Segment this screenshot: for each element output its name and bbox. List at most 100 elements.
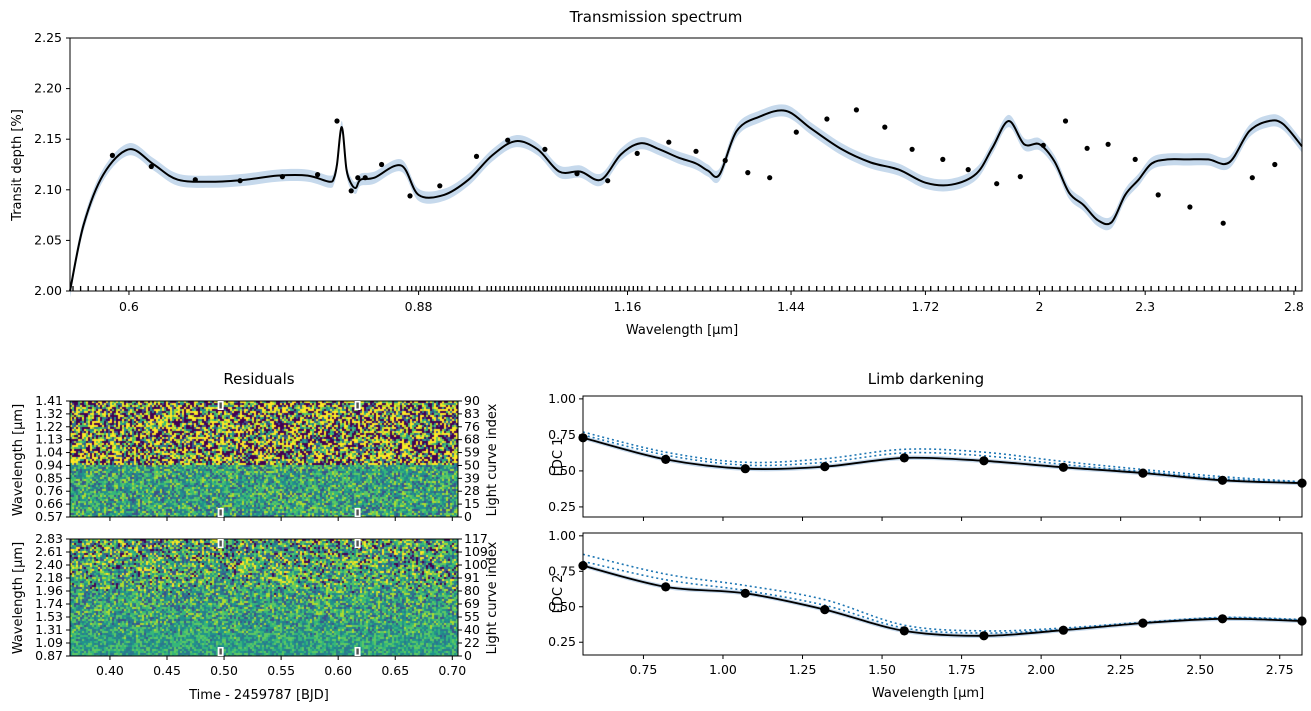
data-point <box>634 150 640 156</box>
ldc-x-tick-label: 1.50 <box>868 662 896 677</box>
data-point <box>853 107 860 113</box>
ldc-point <box>661 582 671 592</box>
data-point <box>1132 156 1138 162</box>
residuals-y-tick-label: 0.87 <box>35 648 63 663</box>
data-point <box>666 139 672 145</box>
data-point <box>315 172 321 178</box>
ldc-point <box>1217 614 1228 624</box>
transit-marker-core <box>356 509 359 516</box>
uncertainty-band-area <box>70 104 1302 298</box>
residuals-right-tick-label: 76 <box>464 419 480 434</box>
residuals-y-tick-label: 1.41 <box>35 393 63 408</box>
residuals-right-tick-label: 69 <box>464 596 480 611</box>
transit-marker-core <box>219 402 222 409</box>
x-tick-label: 1.72 <box>911 299 939 314</box>
residuals-y-tick-label: 0.76 <box>35 483 63 498</box>
ldc-point <box>1217 475 1228 485</box>
data-point <box>909 146 915 152</box>
ldc-point <box>1058 462 1068 472</box>
uncertainty-band <box>70 104 1302 298</box>
data-point <box>1040 142 1046 148</box>
x-tick-label: 2 <box>1036 299 1044 314</box>
ldc-frame <box>582 395 1303 518</box>
data-point <box>605 178 611 184</box>
ldc-point <box>899 626 909 636</box>
spectrum-x-label: Wavelength [μm] <box>626 323 738 338</box>
residuals-x-tick-label: 0.40 <box>96 663 124 678</box>
data-point <box>767 175 773 181</box>
residuals-x-tick-label: 0.60 <box>324 663 352 678</box>
residuals-right-tick-label: 83 <box>464 406 480 421</box>
data-point <box>1105 141 1111 147</box>
ldc-point <box>1138 618 1148 628</box>
y-tick-label: 2.05 <box>34 232 62 247</box>
residuals-y-tick-label: 2.40 <box>35 557 63 572</box>
residuals-y-tick-label: 0.85 <box>35 470 63 485</box>
data-point <box>1187 204 1193 210</box>
data-point <box>1220 220 1226 226</box>
data-point <box>407 193 413 199</box>
residuals-y-tick-label: 0.57 <box>35 509 63 524</box>
ldc-y-tick-label: 1.00 <box>548 391 576 406</box>
residuals-right-tick-label: 91 <box>464 570 480 585</box>
residuals-y-tick-label: 0.94 <box>35 457 63 472</box>
y-tick-label: 2.15 <box>34 131 62 146</box>
ldc-y-tick-label: 1.00 <box>548 528 576 543</box>
x-tick-label: 1.16 <box>614 299 642 314</box>
residuals-title: Residuals <box>223 370 294 388</box>
residuals-x-label: Time - 2459787 [BJD] <box>188 688 329 703</box>
data-point <box>542 146 548 152</box>
ldc-y-tick-label: 0.50 <box>548 599 576 614</box>
y-tick-label: 2.25 <box>34 30 62 45</box>
ldc-uncertainty-band <box>583 563 1302 639</box>
data-point <box>279 174 285 180</box>
data-point <box>994 181 1000 187</box>
ldc-x-tick-label: 1.00 <box>709 662 737 677</box>
ldc-y-tick-label: 0.75 <box>548 563 576 578</box>
ldc-point <box>899 453 909 463</box>
ldc-uncertainty-band <box>583 435 1302 486</box>
ldc2-y-label: LDC 2 <box>551 575 566 614</box>
residuals-right-tick-label: 39 <box>464 470 480 485</box>
ldc-point <box>820 605 830 615</box>
transit-marker-core <box>219 540 222 547</box>
ldc-y-tick-label: 0.25 <box>548 634 576 649</box>
data-point <box>437 183 443 189</box>
ldc-theory-line <box>582 553 1303 632</box>
ldc-x-tick-label: 2.75 <box>1266 662 1294 677</box>
spectrum-y-ticks: 2.00 2.05 2.10 2.15 2.20 2.25 <box>34 30 70 298</box>
residuals-right-tick-label: 22 <box>464 635 480 650</box>
transit-marker-core <box>356 648 359 655</box>
ldc-x-tick-label: 2.25 <box>1107 662 1135 677</box>
residuals-x-tick-label: 0.50 <box>210 663 238 678</box>
data-point <box>379 161 385 168</box>
data-point <box>940 156 946 162</box>
residuals-heatmap-bottom <box>69 538 459 657</box>
residuals-bottom-right-label: Light curve index <box>485 541 500 654</box>
residuals-right-tick-label: 50 <box>464 457 480 472</box>
x-tick-label: 1.44 <box>777 299 805 314</box>
data-point <box>362 175 368 181</box>
data-point <box>793 129 799 135</box>
residuals-right-tick-label: 68 <box>464 432 480 447</box>
residuals-right-tick-label: 80 <box>464 583 480 598</box>
residuals-y-tick-label: 1.09 <box>35 635 63 650</box>
residuals-y-tick-label: 1.53 <box>35 609 63 624</box>
transit-marker-core <box>356 540 359 547</box>
data-point <box>1155 192 1161 198</box>
ldc-x-tick-label: 2.00 <box>1027 662 1055 677</box>
data-point <box>965 167 971 173</box>
residuals-ticks: 0.570.660.760.850.941.041.131.221.321.41… <box>35 393 488 678</box>
residuals-heatmap-top <box>69 400 459 518</box>
ldc-fit-line <box>582 564 1303 637</box>
ldc-y-tick-label: 0.50 <box>548 463 576 478</box>
data-point <box>1249 175 1255 181</box>
data-point <box>1017 174 1023 180</box>
ldc-point <box>1058 625 1068 635</box>
ldc-y-tick-label: 0.75 <box>548 427 576 442</box>
data-point <box>237 178 243 184</box>
ldc-point <box>740 464 750 474</box>
residuals-right-tick-label: 100 <box>464 557 488 572</box>
y-tick-label: 2.10 <box>34 182 62 197</box>
